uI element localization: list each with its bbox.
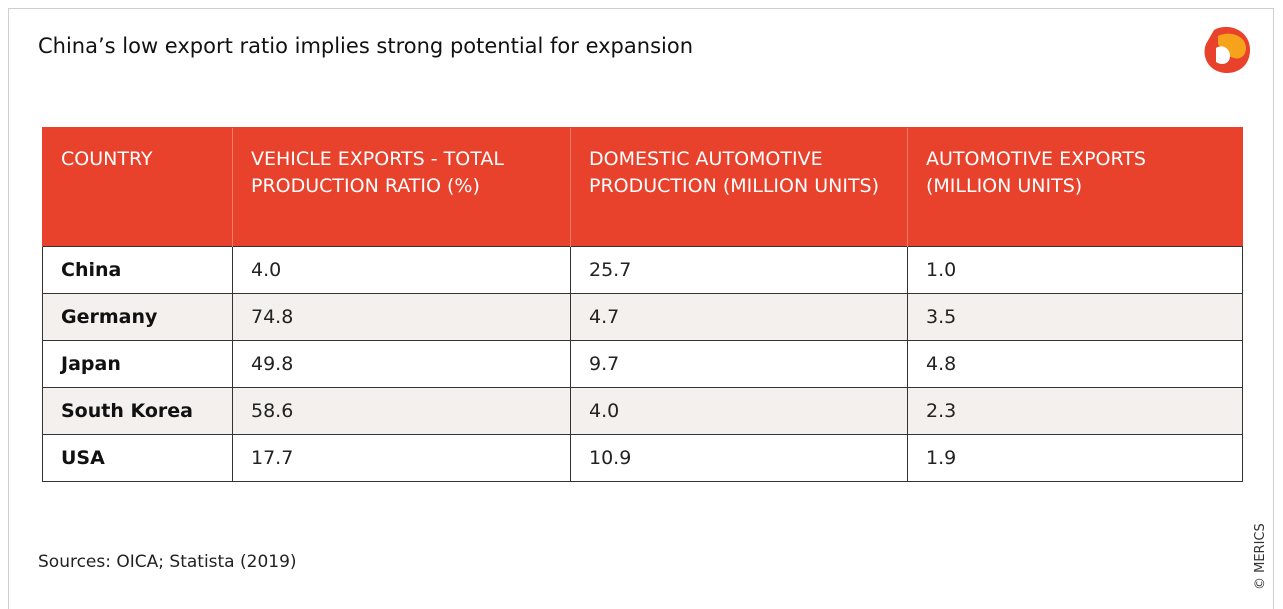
value-cell: 4.7: [570, 293, 908, 341]
table-row: China 4.0 25.7 1.0: [42, 246, 1243, 294]
country-cell: USA: [42, 434, 233, 482]
header-row: COUNTRY VEHICLE EXPORTS - TOTAL PRODUCTIO…: [42, 127, 1243, 247]
value-cell: 10.9: [570, 434, 908, 482]
title: China’s low export ratio implies strong …: [38, 34, 693, 58]
table-row: USA 17.7 10.9 1.9: [42, 434, 1243, 482]
logo: [1204, 26, 1250, 74]
frame: [8, 8, 1274, 609]
value-cell: 9.7: [570, 340, 908, 388]
value-cell: 3.5: [907, 293, 1243, 341]
credit: © MERICS: [1253, 523, 1268, 590]
value-cell: 58.6: [232, 387, 571, 435]
table-body: China 4.0 25.7 1.0 Germany 74.8 4.7 3.5 Japan 49.…: [42, 246, 1243, 482]
country-cell: China: [42, 246, 233, 294]
country-cell: Germany: [42, 293, 233, 341]
value-cell: 4.8: [907, 340, 1243, 388]
header-cell: DOMESTIC AUTOMOTIVE PRODUCTION (MILLION …: [570, 127, 908, 247]
data-table: COUNTRY VEHICLE EXPORTS - TOTAL PRODUCTIO…: [42, 127, 1243, 482]
table-row: Japan 49.8 9.7 4.8: [42, 340, 1243, 388]
country-cell: Japan: [42, 340, 233, 388]
value-cell: 74.8: [232, 293, 571, 341]
value-cell: 1.0: [907, 246, 1243, 294]
source: Sources: OICA; Statista (2019): [38, 552, 297, 572]
value-cell: 1.9: [907, 434, 1243, 482]
value-cell: 2.3: [907, 387, 1243, 435]
header-cell: AUTOMOTIVE EXPORTS (MILLION UNITS): [907, 127, 1243, 247]
table-row: South Korea 58.6 4.0 2.3: [42, 387, 1243, 435]
value-cell: 17.7: [232, 434, 571, 482]
country-cell: South Korea: [42, 387, 233, 435]
header-cell: COUNTRY: [42, 127, 233, 247]
value-cell: 4.0: [232, 246, 571, 294]
value-cell: 4.0: [570, 387, 908, 435]
table-row: Germany 74.8 4.7 3.5: [42, 293, 1243, 341]
value-cell: 25.7: [570, 246, 908, 294]
header-cell: VEHICLE EXPORTS - TOTAL PRODUCTION RATIO…: [232, 127, 571, 247]
value-cell: 49.8: [232, 340, 571, 388]
